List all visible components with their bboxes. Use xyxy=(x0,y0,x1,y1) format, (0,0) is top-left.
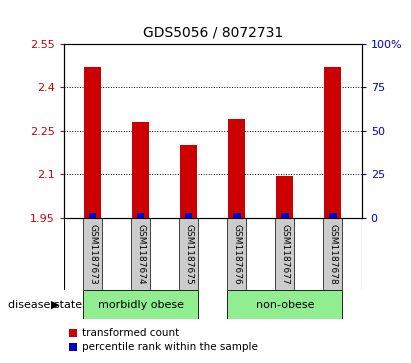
Bar xyxy=(329,213,337,218)
Text: ▶: ▶ xyxy=(51,300,60,310)
Text: GSM1187677: GSM1187677 xyxy=(280,224,289,285)
Bar xyxy=(179,218,198,290)
Bar xyxy=(84,67,101,218)
Title: GDS5056 / 8072731: GDS5056 / 8072731 xyxy=(143,26,283,40)
Text: GSM1187675: GSM1187675 xyxy=(184,224,193,285)
Legend: transformed count, percentile rank within the sample: transformed count, percentile rank withi… xyxy=(69,328,259,352)
Bar xyxy=(275,218,294,290)
Text: GSM1187674: GSM1187674 xyxy=(136,224,145,285)
Bar xyxy=(281,213,289,218)
Bar xyxy=(233,213,240,218)
Text: GSM1187673: GSM1187673 xyxy=(88,224,97,285)
Bar xyxy=(180,145,197,218)
Bar xyxy=(83,290,198,319)
Bar xyxy=(137,213,144,218)
Bar xyxy=(229,119,245,218)
Bar xyxy=(276,176,293,218)
Bar xyxy=(132,122,149,218)
Bar xyxy=(227,218,246,290)
Bar xyxy=(89,213,96,218)
Bar xyxy=(83,218,102,290)
Bar xyxy=(185,213,192,218)
Text: morbidly obese: morbidly obese xyxy=(97,300,184,310)
Text: non-obese: non-obese xyxy=(256,300,314,310)
Text: GSM1187678: GSM1187678 xyxy=(328,224,337,285)
Bar xyxy=(323,218,342,290)
Bar xyxy=(227,290,342,319)
Bar xyxy=(131,218,150,290)
Text: GSM1187676: GSM1187676 xyxy=(232,224,241,285)
Bar xyxy=(324,67,341,218)
Text: disease state: disease state xyxy=(8,300,82,310)
